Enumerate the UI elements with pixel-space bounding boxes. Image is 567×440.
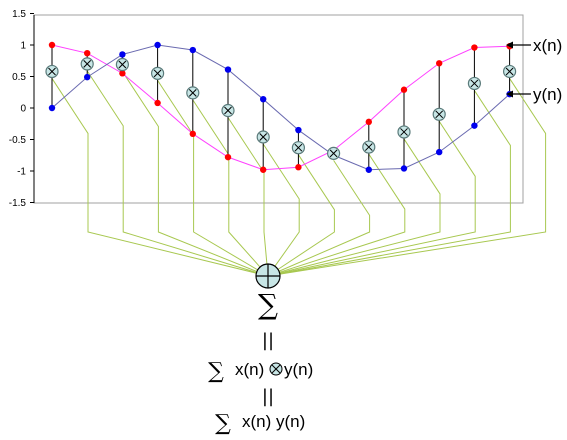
x-sample-point xyxy=(400,86,408,93)
x-sample-point xyxy=(48,41,56,49)
sum-wire xyxy=(279,153,406,273)
line2-sum-symbol: ∑ xyxy=(215,411,231,436)
y-sample-point xyxy=(365,166,372,173)
multiply-marker-icon xyxy=(115,57,130,72)
multiply-icon xyxy=(269,362,283,376)
sum-wire xyxy=(279,78,547,275)
line1-x-term: x(n) xyxy=(235,360,264,379)
x-sample-point xyxy=(154,99,161,107)
sum-wire xyxy=(279,138,441,274)
sum-wire xyxy=(279,121,476,274)
x-sample-point xyxy=(471,44,478,51)
multiply-marker-cross xyxy=(188,89,197,97)
multiply-marker-cross xyxy=(470,79,479,88)
multiply-marker-icon xyxy=(256,130,270,144)
x-sample-point xyxy=(260,166,267,173)
y-sample-point xyxy=(189,46,196,54)
line1-sum-symbol: ∑ xyxy=(208,359,224,384)
multiply-marker-icon xyxy=(80,57,94,71)
y-sample-point xyxy=(48,104,56,112)
sum-wire xyxy=(277,154,335,270)
x-sample-point xyxy=(119,70,126,77)
plot-frame xyxy=(33,14,524,204)
sum-symbol: ∑ xyxy=(258,288,278,321)
multiply-marker-icon xyxy=(327,146,341,160)
sum-wires xyxy=(51,70,547,275)
multiply-marker-cross xyxy=(83,60,92,68)
sum-wire xyxy=(192,99,261,268)
x-sample-point xyxy=(365,118,372,126)
y-tick-label: -1.5 xyxy=(9,198,27,209)
chart-axes: 1.5 1 0.5 0 -0.5 -1 -1.5 xyxy=(9,9,524,209)
multiply-marker-cross xyxy=(118,60,127,69)
multiply-marker-icon xyxy=(503,64,517,79)
x-series-line xyxy=(51,44,510,171)
y-sample-point xyxy=(260,95,267,103)
multiply-marker-cross xyxy=(153,69,162,78)
multiply-marker-cross xyxy=(259,133,268,141)
y-arrow-head xyxy=(506,90,513,98)
multiply-marker-cross xyxy=(400,128,408,136)
multiply-marker-icon xyxy=(291,141,305,155)
multiply-marker-icon xyxy=(362,140,376,154)
multiply-marker-cross xyxy=(224,106,232,115)
x-series-label: x(n) xyxy=(533,36,562,55)
y-tick-label: 1 xyxy=(20,41,26,52)
sum-wire xyxy=(279,90,511,275)
x-sample-point xyxy=(224,153,232,161)
multiply-marker-icon xyxy=(432,107,446,121)
multiply-marker-cross xyxy=(294,143,303,152)
x-sample-point xyxy=(84,49,91,57)
x-arrow-head xyxy=(506,41,513,49)
sum-wire xyxy=(51,78,257,274)
line1-y-term: y(n) xyxy=(284,360,313,379)
x-series-label-group: x(n) xyxy=(506,36,562,55)
x-sample-point xyxy=(189,130,196,138)
y-tick-label: -1 xyxy=(17,167,26,178)
y-sample-point xyxy=(84,73,91,81)
y-sample-point xyxy=(224,66,232,73)
y-tick-label: 0.5 xyxy=(12,72,26,83)
multiply-marker-icon xyxy=(151,66,165,80)
summing-junction-icon xyxy=(255,263,281,289)
y-sample-point xyxy=(154,41,161,49)
multiply-marker-icon xyxy=(397,125,411,139)
multiply-marker-cross xyxy=(48,67,56,76)
y-tick-label: 1.5 xyxy=(12,9,26,20)
y-series-label-group: y(n) xyxy=(506,85,562,104)
y-tick-label: -0.5 xyxy=(9,135,27,146)
sum-wire xyxy=(262,143,300,267)
multiply-marker-icon xyxy=(45,64,59,79)
y-series-line xyxy=(51,44,510,171)
multiply-marker-cross xyxy=(435,110,444,119)
sum-wire xyxy=(86,70,257,273)
sum-wire xyxy=(278,160,371,272)
multiply-marker-cross xyxy=(505,67,514,76)
sum-wire xyxy=(121,71,258,272)
multiply-marker-cross xyxy=(364,143,373,151)
x-sample-point xyxy=(295,164,302,171)
sum-wire xyxy=(227,117,268,265)
multiply-marker-icon xyxy=(186,86,200,100)
y-sample-point xyxy=(471,122,478,129)
equals-sign-1: || xyxy=(262,330,274,351)
y-sample-point xyxy=(436,148,443,156)
equals-sign-2: || xyxy=(262,386,274,407)
line2-expression: x(n) y(n) xyxy=(242,412,305,431)
y-sample-point xyxy=(400,165,408,172)
y-tick-label: 0 xyxy=(20,104,26,115)
multiply-marker-icon xyxy=(467,76,481,91)
chart-marks xyxy=(45,41,517,173)
multiply-marker-icon xyxy=(221,103,235,118)
y-series-label: y(n) xyxy=(533,85,562,104)
y-sample-point xyxy=(295,126,302,134)
sum-wire xyxy=(157,80,258,271)
x-sample-point xyxy=(436,60,443,67)
multiply-marker-cross xyxy=(329,149,338,158)
y-sample-point xyxy=(119,51,126,58)
